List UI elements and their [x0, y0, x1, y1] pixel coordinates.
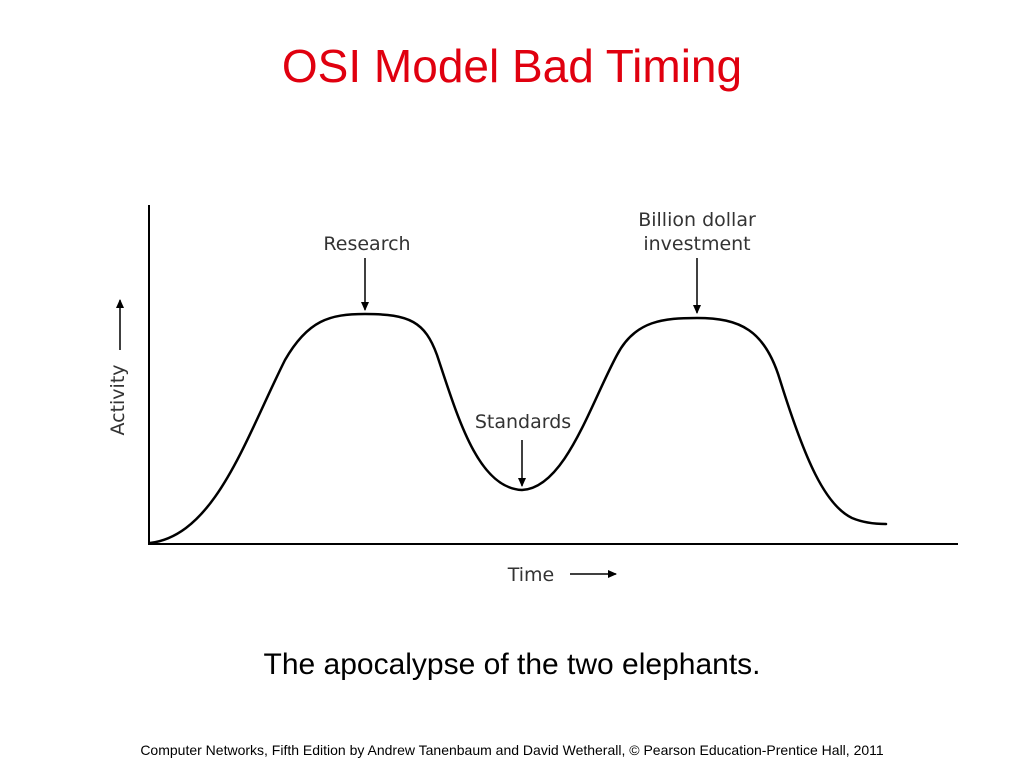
- annotation-investment-line2: investment: [643, 233, 750, 255]
- x-axis-label: Time: [507, 564, 555, 586]
- activity-curve: [148, 312, 888, 545]
- annotation-investment-line1: Billion dollar: [638, 209, 756, 231]
- annotation-research: Research: [323, 233, 410, 255]
- slide-title: OSI Model Bad Timing: [281, 40, 743, 92]
- source-credit: Computer Networks, Fifth Edition by Andr…: [140, 742, 884, 758]
- annotation-standards: Standards: [475, 411, 571, 433]
- y-axis-label: Activity: [107, 364, 129, 435]
- slide-caption: The apocalypse of the two elephants.: [263, 648, 761, 681]
